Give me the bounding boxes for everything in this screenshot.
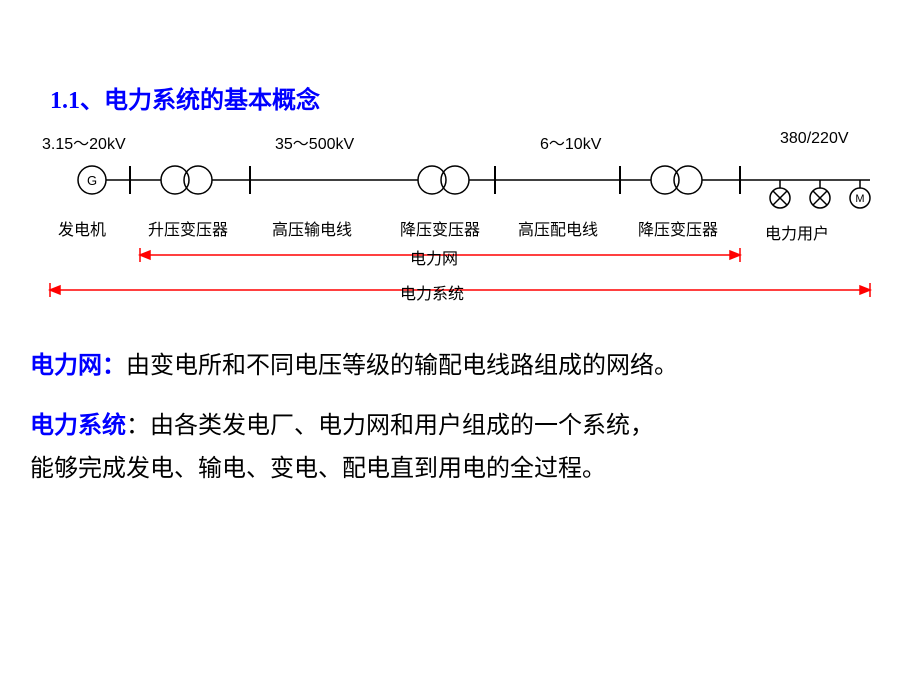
term-system: 电力系统 bbox=[30, 413, 126, 439]
def-system-text2: 能够完成发电、输电、变电、配电直到用电的全过程。 bbox=[30, 456, 606, 482]
range-label-grid: 电力网 bbox=[410, 245, 458, 269]
svg-text:M: M bbox=[855, 193, 864, 205]
svg-text:G: G bbox=[87, 173, 97, 188]
comp-label-hv-transline: 高压输电线 bbox=[272, 216, 352, 240]
voltage-label-4: 380/220V bbox=[780, 130, 849, 148]
comp-label-hv-distline: 高压配电线 bbox=[518, 216, 598, 240]
comp-label-stepup-xfmr: 升压变压器 bbox=[148, 216, 228, 240]
definition-system: 电力系统：由各类发电厂、电力网和用户组成的一个系统， 能够完成发电、输电、变电、… bbox=[30, 405, 890, 491]
comp-label-stepdown-xfmr1: 降压变压器 bbox=[400, 216, 480, 240]
comp-label-consumer: 电力用户 bbox=[765, 220, 829, 244]
power-system-diagram: 3.15～20kV 35～500kV 6～10kV 380/220V G bbox=[40, 130, 880, 310]
def-grid-text: 由变电所和不同电压等级的输配电线路组成的网络。 bbox=[126, 353, 678, 379]
comp-label-stepdown-xfmr2: 降压变压器 bbox=[638, 216, 718, 240]
voltage-label-2: 35～500kV bbox=[275, 130, 354, 154]
def-system-text1: ：由各类发电厂、电力网和用户组成的一个系统， bbox=[126, 413, 654, 439]
section-title: 1.1、电力系统的基本概念 bbox=[50, 80, 320, 115]
voltage-label-3: 6～10kV bbox=[540, 130, 601, 154]
comp-label-generator: 发电机 bbox=[58, 216, 106, 240]
definition-grid: 电力网：由变电所和不同电压等级的输配电线路组成的网络。 bbox=[30, 345, 890, 388]
term-grid: 电力网： bbox=[30, 353, 126, 379]
range-label-system: 电力系统 bbox=[400, 280, 464, 304]
voltage-label-1: 3.15～20kV bbox=[42, 130, 126, 154]
